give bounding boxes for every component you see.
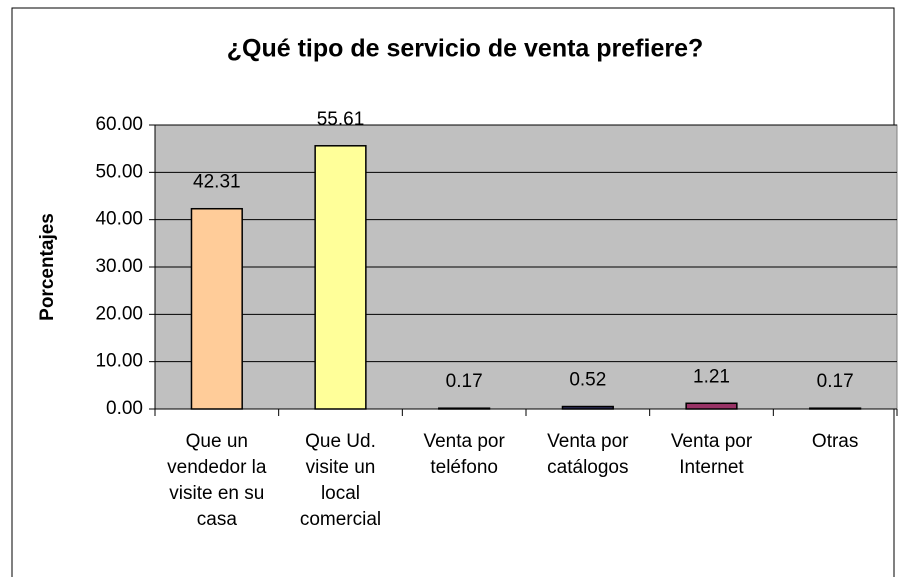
y-tick-label: 0.00 [106, 398, 143, 419]
chart-title: ¿Qué tipo de servicio de venta prefiere? [227, 35, 704, 63]
bar [314, 145, 367, 410]
bar [438, 407, 491, 410]
y-tick-label: 60.00 [95, 114, 143, 135]
y-tick-label: 10.00 [95, 351, 143, 372]
data-label: 55.61 [317, 109, 365, 130]
x-tick-label: Venta por catálogos [547, 431, 629, 478]
data-label: 0.17 [446, 371, 483, 392]
data-label: 1.21 [693, 366, 730, 387]
x-tick-label: Que Ud. visite un local comercial [299, 431, 382, 530]
y-tick-label: 20.00 [95, 303, 143, 324]
x-tick-label: Venta por Internet [670, 431, 753, 478]
bar [809, 407, 862, 410]
bar [685, 402, 738, 410]
data-label: 0.17 [817, 371, 854, 392]
y-tick-label: 30.00 [95, 256, 143, 277]
x-tick-label: Venta por teléfono [423, 431, 505, 478]
x-tick-label: Que un vendedor la visite en su casa [167, 431, 267, 530]
data-label: 0.52 [569, 370, 606, 391]
bar [190, 207, 243, 410]
bar [561, 405, 614, 410]
data-label: 42.31 [193, 172, 241, 193]
y-axis-label: Porcentajes [37, 213, 58, 321]
y-tick-label: 50.00 [95, 161, 143, 182]
y-tick-label: 40.00 [95, 209, 143, 230]
x-tick-label: Otras [811, 431, 859, 452]
